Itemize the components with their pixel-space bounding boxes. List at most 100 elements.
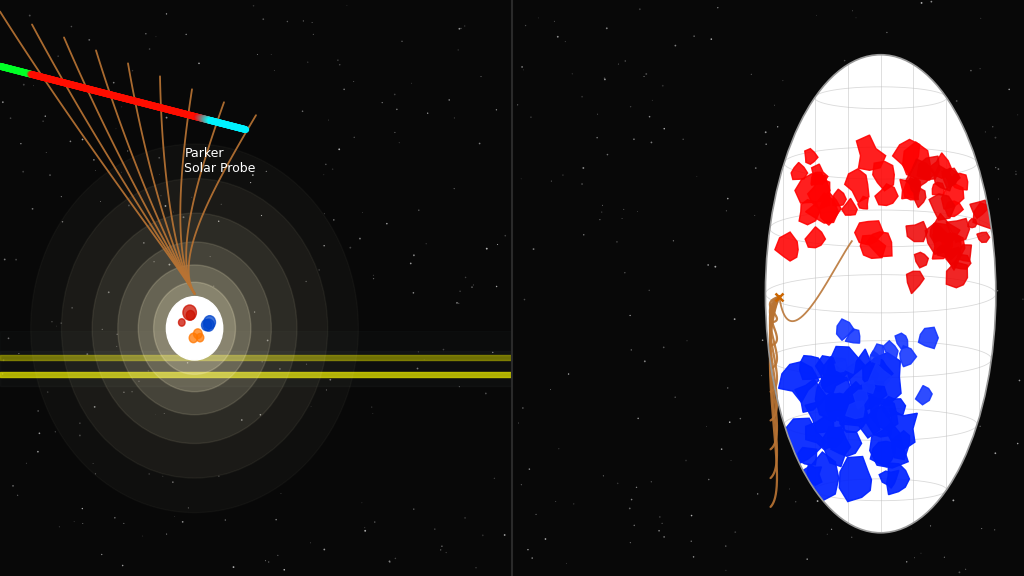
Point — [37, 112, 53, 121]
Point — [916, 329, 933, 339]
Point — [206, 282, 222, 291]
Point — [678, 456, 694, 465]
Point — [819, 530, 836, 539]
Polygon shape — [900, 346, 916, 367]
Point — [511, 418, 527, 427]
Point — [557, 37, 573, 46]
Point — [298, 277, 314, 286]
Point — [641, 286, 657, 295]
Point — [0, 355, 11, 365]
Point — [1012, 376, 1024, 385]
Point — [521, 464, 538, 473]
Polygon shape — [798, 448, 817, 465]
Polygon shape — [854, 390, 867, 409]
Point — [87, 166, 103, 175]
Point — [592, 215, 608, 224]
Point — [514, 62, 530, 71]
Point — [35, 116, 51, 126]
Point — [809, 11, 825, 20]
Point — [626, 521, 642, 530]
Point — [882, 260, 898, 269]
Point — [609, 479, 626, 488]
Point — [137, 29, 154, 39]
Point — [2, 113, 18, 123]
Point — [623, 102, 639, 111]
Point — [799, 555, 815, 564]
Polygon shape — [834, 391, 864, 423]
Point — [589, 133, 605, 142]
Point — [106, 513, 123, 522]
Point — [654, 81, 671, 90]
Point — [147, 410, 164, 419]
Point — [630, 207, 646, 216]
Point — [732, 414, 749, 423]
Point — [811, 216, 827, 225]
Point — [748, 164, 764, 173]
Circle shape — [166, 297, 223, 360]
Polygon shape — [806, 193, 839, 223]
Point — [318, 385, 335, 395]
Point — [202, 252, 218, 262]
Point — [464, 282, 480, 291]
Point — [402, 259, 419, 268]
Circle shape — [178, 319, 185, 326]
Point — [30, 406, 46, 415]
Point — [40, 388, 56, 397]
Point — [435, 345, 452, 354]
Point — [247, 308, 263, 317]
Point — [12, 139, 29, 148]
Polygon shape — [862, 381, 874, 393]
Point — [42, 170, 58, 180]
Polygon shape — [895, 333, 907, 348]
Point — [860, 324, 877, 333]
Point — [300, 58, 316, 67]
Point — [548, 497, 564, 506]
Point — [94, 325, 111, 334]
Point — [121, 201, 137, 210]
Point — [599, 24, 615, 33]
Point — [929, 442, 945, 452]
Point — [813, 374, 829, 384]
Polygon shape — [945, 201, 964, 217]
Point — [0, 334, 16, 343]
Point — [75, 519, 91, 528]
Point — [708, 262, 724, 271]
Point — [957, 564, 974, 574]
Point — [897, 432, 913, 441]
Point — [781, 484, 798, 494]
Point — [973, 14, 989, 23]
Point — [929, 143, 945, 152]
Point — [597, 75, 613, 84]
Polygon shape — [858, 196, 868, 209]
Point — [987, 133, 1004, 142]
Point — [595, 471, 611, 480]
Point — [379, 219, 395, 228]
Point — [727, 528, 743, 537]
Point — [356, 523, 373, 532]
Polygon shape — [919, 327, 938, 348]
Point — [452, 382, 468, 391]
Point — [109, 329, 125, 339]
Point — [386, 90, 402, 99]
Point — [754, 371, 770, 380]
Polygon shape — [815, 376, 853, 422]
Polygon shape — [869, 351, 881, 365]
Circle shape — [118, 242, 271, 415]
Point — [8, 255, 25, 264]
Point — [873, 101, 890, 111]
Point — [18, 458, 35, 468]
Text: Parker
Solar Probe: Parker Solar Probe — [184, 147, 256, 175]
Point — [787, 497, 804, 506]
Polygon shape — [868, 353, 901, 406]
Point — [302, 538, 318, 547]
Point — [366, 274, 382, 283]
Point — [259, 336, 275, 345]
Polygon shape — [905, 159, 935, 188]
Point — [573, 180, 590, 189]
Polygon shape — [950, 173, 968, 190]
Point — [280, 17, 296, 26]
Point — [53, 319, 70, 328]
Point — [758, 139, 774, 149]
Point — [446, 113, 463, 123]
Point — [780, 416, 797, 426]
